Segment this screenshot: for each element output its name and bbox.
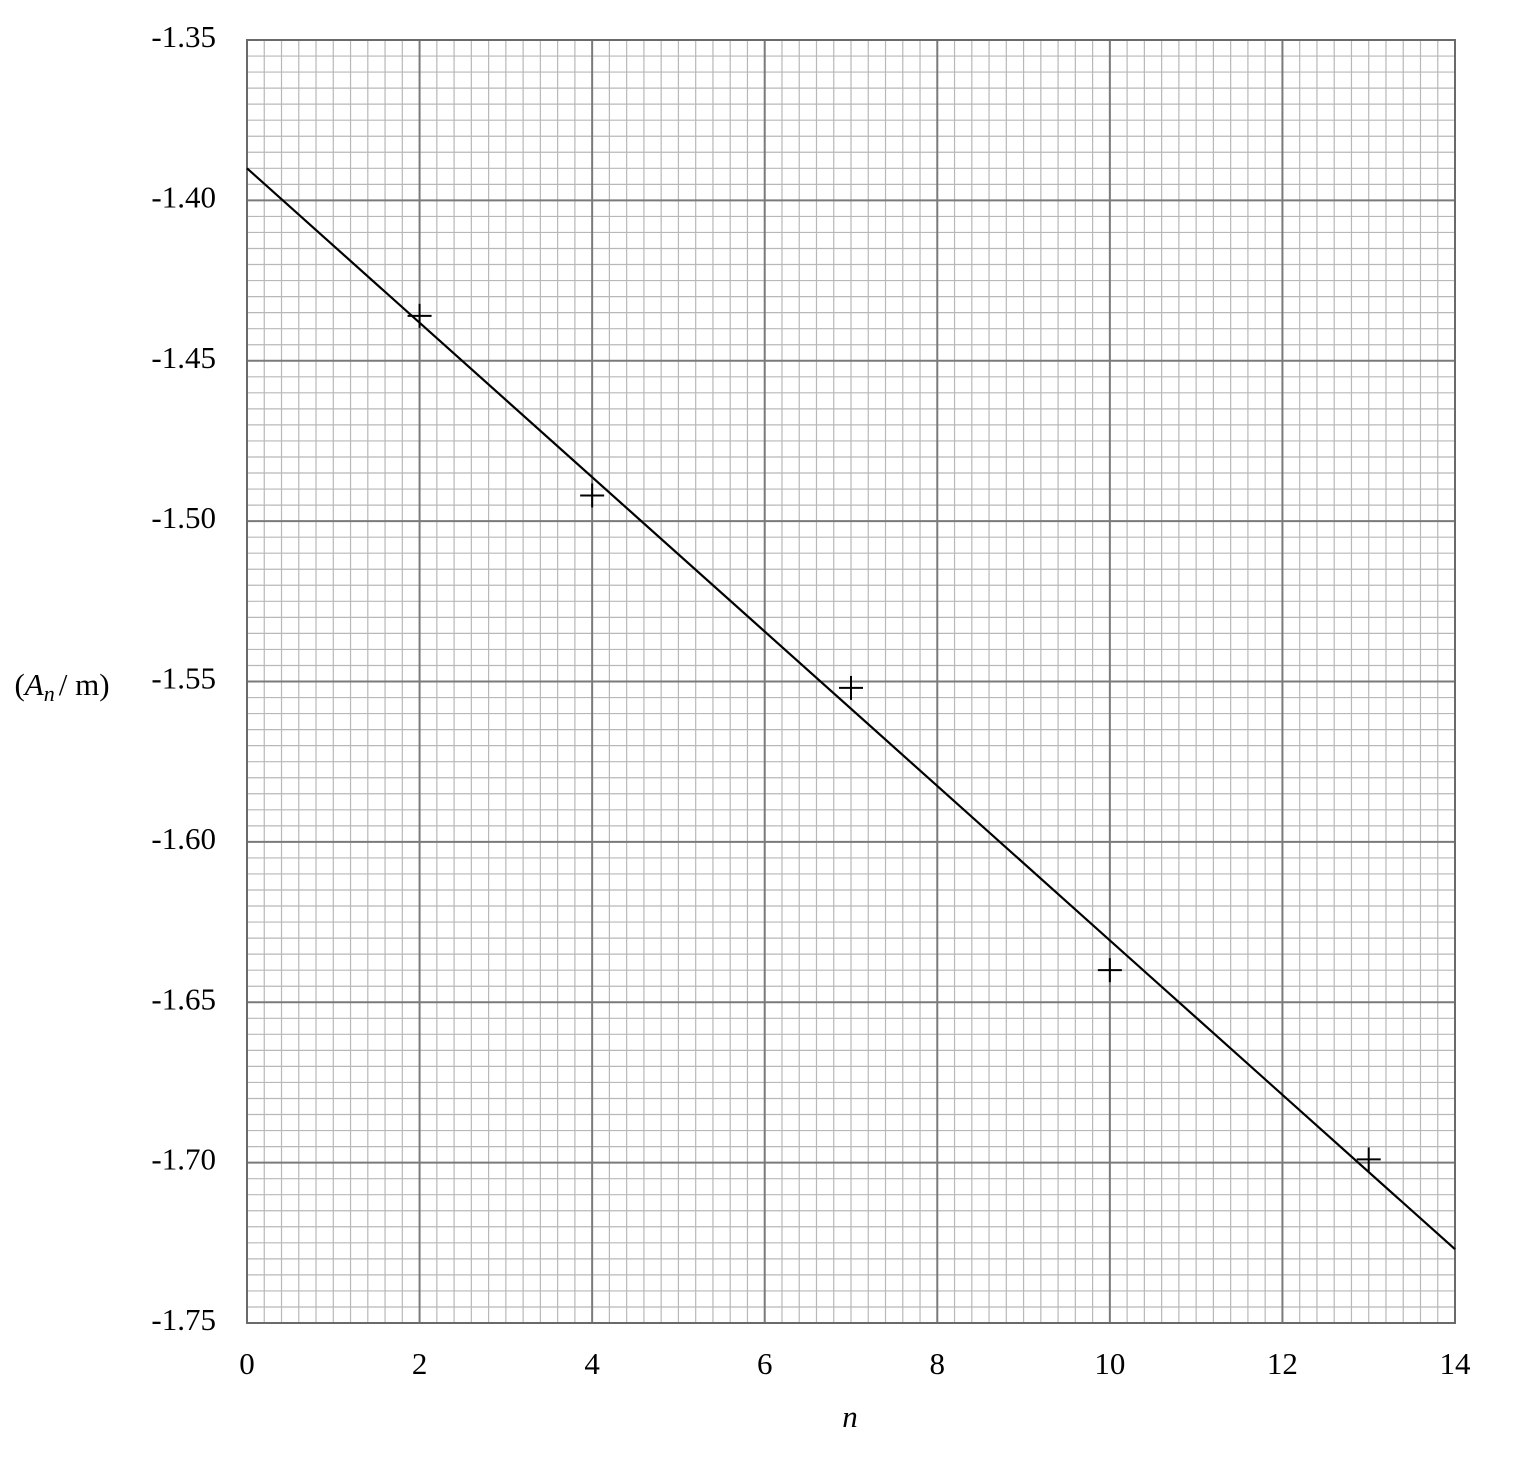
y-tick-label: -1.65	[151, 981, 216, 1016]
plot-border	[246, 39, 1456, 1324]
x-tick-label: 4	[584, 1346, 600, 1381]
data-point	[1356, 1147, 1381, 1172]
y-tick-label: -1.55	[151, 661, 216, 696]
data-point	[1097, 958, 1122, 983]
x-tick-label: 0	[239, 1346, 255, 1381]
y-tick-label: -1.60	[151, 821, 216, 856]
data-point	[407, 303, 432, 328]
data-point	[580, 483, 605, 508]
y-label-suffix: / m)	[59, 667, 110, 702]
y-tick-label: -1.45	[151, 340, 216, 375]
x-axis-label: n	[842, 1399, 858, 1434]
x-tick-label: 10	[1094, 1346, 1125, 1381]
y-tick-label: -1.70	[151, 1142, 216, 1177]
x-tick-label: 12	[1267, 1346, 1298, 1381]
y-axis-label: (An / m)	[14, 667, 109, 706]
y-tick-label: -1.75	[151, 1302, 216, 1337]
y-tick-label: -1.40	[151, 179, 216, 214]
x-tick-label: 8	[930, 1346, 946, 1381]
y-tick-label: -1.50	[151, 500, 216, 535]
y-label-prefix: (	[14, 667, 24, 702]
y-label-symbol: A	[23, 667, 45, 702]
y-tick-label: -1.35	[151, 19, 216, 54]
fit-line	[246, 167, 1456, 1251]
x-tick-label: 2	[412, 1346, 428, 1381]
data-point	[839, 675, 863, 700]
y-label-subscript: n	[44, 681, 55, 706]
x-tick-label: 6	[757, 1346, 773, 1381]
x-tick-label: 14	[1440, 1346, 1472, 1381]
